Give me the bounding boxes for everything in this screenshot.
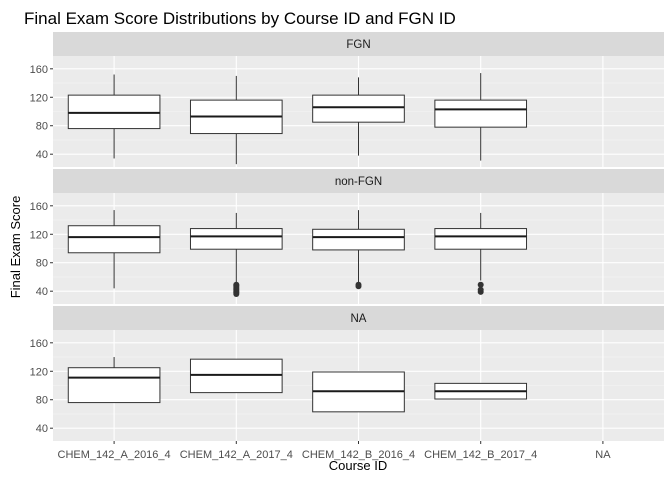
facet-strip bbox=[53, 306, 664, 330]
facet-panel-0: FGN 40 80 120 160 bbox=[30, 32, 664, 167]
y-tick-label: 120 bbox=[30, 92, 48, 104]
box-iqr bbox=[312, 94, 405, 123]
box-CHEM_142_B_2016_4 bbox=[312, 210, 405, 290]
y-axis-title: Final Exam Score bbox=[8, 196, 23, 299]
box-iqr bbox=[67, 367, 161, 404]
facet-strip-label: non-FGN bbox=[335, 176, 382, 188]
box-CHEM_142_B_2016_4 bbox=[312, 371, 405, 413]
box-CHEM_142_A_2017_4 bbox=[189, 358, 283, 394]
facet-panels: FGN 40 80 120 160 non-FGN 40 80 120 160 NA 40 80 120 1… bbox=[30, 32, 664, 441]
box-CHEM_142_B_2017_4 bbox=[434, 212, 528, 295]
box-CHEM_142_A_2017_4 bbox=[189, 212, 283, 298]
facet-strip bbox=[53, 169, 664, 193]
x-tick-label: CHEM_142_B_2016_4 bbox=[302, 449, 415, 461]
x-tick-label: CHEM_142_A_2017_4 bbox=[180, 449, 293, 461]
y-tick-label: 40 bbox=[36, 149, 48, 161]
x-axis: CHEM_142_A_2016_4 CHEM_142_A_2017_4 CHEM_1… bbox=[58, 441, 611, 461]
outlier-point bbox=[477, 281, 484, 288]
x-axis-title: Course ID bbox=[329, 458, 388, 473]
box-CHEM_142_A_2016_4 bbox=[67, 210, 161, 289]
outlier-point bbox=[233, 281, 240, 288]
outlier-point bbox=[355, 281, 362, 288]
y-tick-label: 160 bbox=[30, 338, 48, 350]
outlier-point bbox=[477, 286, 484, 293]
box-iqr bbox=[312, 228, 405, 251]
y-tick-label: 120 bbox=[30, 366, 48, 378]
facet-strip-label: FGN bbox=[346, 39, 370, 51]
box-CHEM_142_B_2017_4 bbox=[434, 382, 528, 400]
chart-title: Final Exam Score Distributions by Course… bbox=[24, 9, 456, 28]
facet-panel-2: NA 40 80 120 160 bbox=[30, 306, 664, 441]
box-CHEM_142_B_2016_4 bbox=[312, 77, 405, 156]
y-tick-label: 40 bbox=[36, 423, 48, 435]
box-iqr bbox=[67, 225, 161, 254]
box-iqr bbox=[189, 358, 283, 394]
x-tick-label: CHEM_142_B_2017_4 bbox=[424, 449, 537, 461]
y-tick-label: 160 bbox=[30, 64, 48, 76]
box-iqr bbox=[189, 228, 283, 250]
y-tick-label: 80 bbox=[36, 395, 48, 407]
box-CHEM_142_A_2016_4 bbox=[67, 357, 161, 404]
box-iqr bbox=[434, 228, 528, 250]
y-tick-label: 160 bbox=[30, 201, 48, 213]
box-iqr bbox=[434, 99, 528, 128]
box-CHEM_142_B_2017_4 bbox=[434, 73, 528, 161]
y-tick-label: 80 bbox=[36, 258, 48, 270]
x-tick-label: NA bbox=[595, 449, 611, 461]
facet-strip bbox=[53, 32, 664, 56]
box-CHEM_142_A_2017_4 bbox=[189, 75, 283, 165]
box-CHEM_142_A_2016_4 bbox=[67, 74, 161, 159]
facet-strip-label: NA bbox=[351, 313, 367, 325]
y-tick-label: 120 bbox=[30, 229, 48, 241]
box-iqr bbox=[67, 94, 161, 130]
y-tick-label: 80 bbox=[36, 121, 48, 133]
y-tick-label: 40 bbox=[36, 286, 48, 298]
facet-panel-1: non-FGN 40 80 120 160 bbox=[30, 169, 664, 304]
x-tick-label: CHEM_142_A_2016_4 bbox=[58, 449, 171, 461]
